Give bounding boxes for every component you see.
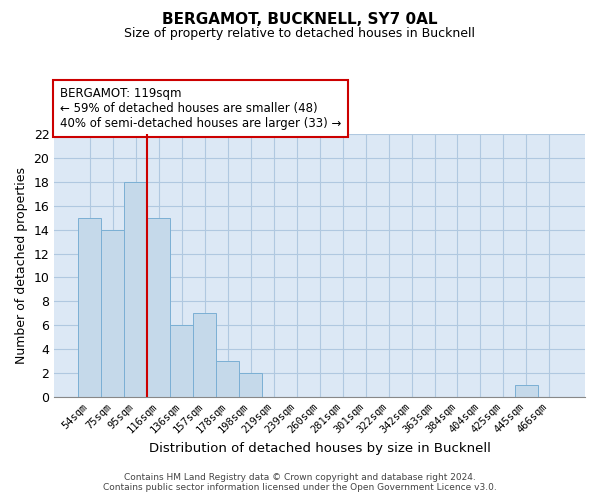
Text: Size of property relative to detached houses in Bucknell: Size of property relative to detached ho… xyxy=(125,28,476,40)
Text: Contains HM Land Registry data © Crown copyright and database right 2024.
Contai: Contains HM Land Registry data © Crown c… xyxy=(103,473,497,492)
X-axis label: Distribution of detached houses by size in Bucknell: Distribution of detached houses by size … xyxy=(149,442,491,455)
Bar xyxy=(124,182,148,396)
Bar xyxy=(101,230,124,396)
Bar xyxy=(239,373,262,396)
Bar xyxy=(79,218,101,396)
Bar xyxy=(170,325,193,396)
Bar xyxy=(515,384,538,396)
Y-axis label: Number of detached properties: Number of detached properties xyxy=(15,167,28,364)
Bar xyxy=(216,361,239,396)
Bar xyxy=(148,218,170,396)
Text: BERGAMOT: 119sqm
← 59% of detached houses are smaller (48)
40% of semi-detached : BERGAMOT: 119sqm ← 59% of detached house… xyxy=(59,87,341,130)
Bar xyxy=(193,313,216,396)
Text: BERGAMOT, BUCKNELL, SY7 0AL: BERGAMOT, BUCKNELL, SY7 0AL xyxy=(162,12,438,28)
